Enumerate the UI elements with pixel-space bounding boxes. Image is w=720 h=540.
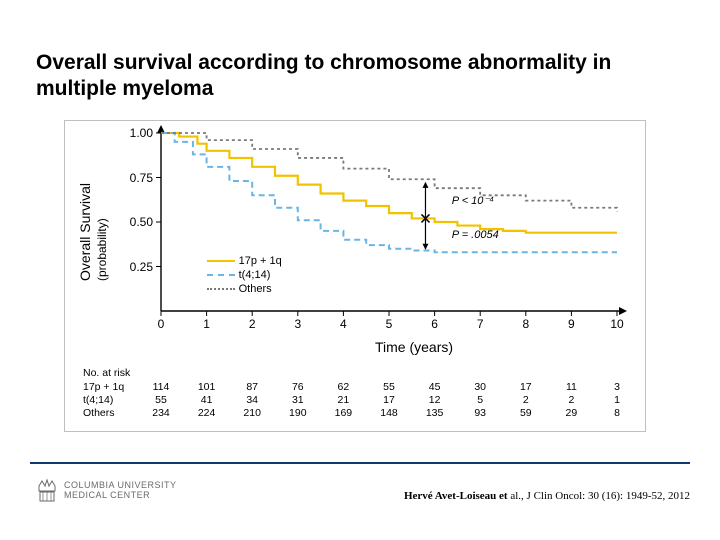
y-axis-label: Overall Survival (probability)	[77, 183, 109, 281]
x-tick-label: 5	[379, 317, 399, 331]
risk-cell: 3	[603, 381, 631, 393]
x-axis-label: Time (years)	[375, 339, 453, 355]
risk-cell: 114	[147, 381, 175, 393]
chart-legend: 17p + 1q t(4;14) Others	[207, 254, 282, 296]
y-tick-label: 0.25	[119, 260, 153, 274]
slide: Overall survival according to chromosome…	[0, 0, 720, 540]
risk-row-label: Others	[83, 407, 115, 419]
slide-title: Overall survival according to chromosome…	[36, 50, 676, 103]
x-tick-label: 3	[288, 317, 308, 331]
risk-cell: 135	[421, 407, 449, 419]
p-value-label: P < 10⁻⁴	[452, 194, 494, 207]
legend-label: 17p + 1q	[239, 255, 282, 267]
y-axis-label-sub: (probability)	[95, 218, 109, 281]
risk-cell: 55	[147, 394, 175, 406]
legend-item: 17p + 1q	[207, 254, 282, 268]
y-tick-label: 0.50	[119, 215, 153, 229]
risk-cell: 87	[238, 381, 266, 393]
institution-line2: MEDICAL CENTER	[64, 491, 177, 501]
risk-cell: 210	[238, 407, 266, 419]
legend-swatch	[207, 260, 235, 262]
y-tick-label: 1.00	[119, 126, 153, 140]
risk-cell: 1	[603, 394, 631, 406]
chart-container: Overall Survival (probability) Time (yea…	[64, 120, 646, 432]
risk-cell: 12	[421, 394, 449, 406]
x-tick-label: 2	[242, 317, 262, 331]
risk-cell: 30	[466, 381, 494, 393]
y-axis-label-main: Overall Survival	[77, 183, 93, 281]
x-tick-label: 6	[425, 317, 445, 331]
risk-row-label: 17p + 1q	[83, 381, 124, 393]
risk-cell: 2	[557, 394, 585, 406]
risk-cell: 93	[466, 407, 494, 419]
x-tick-label: 4	[333, 317, 353, 331]
risk-cell: 29	[557, 407, 585, 419]
risk-cell: 17	[375, 394, 403, 406]
risk-cell: 45	[421, 381, 449, 393]
x-tick-label: 8	[516, 317, 536, 331]
risk-cell: 62	[329, 381, 357, 393]
risk-cell: 59	[512, 407, 540, 419]
risk-cell: 17	[512, 381, 540, 393]
legend-swatch	[207, 288, 235, 290]
legend-swatch	[207, 274, 235, 276]
citation-rest: al., J Clin Oncol: 30 (16): 1949-52, 201…	[510, 490, 690, 502]
risk-cell: 2	[512, 394, 540, 406]
series-line	[161, 133, 617, 233]
risk-cell: 101	[193, 381, 221, 393]
risk-cell: 190	[284, 407, 312, 419]
series-line	[161, 133, 617, 211]
risk-cell: 5	[466, 394, 494, 406]
legend-label: Others	[239, 283, 272, 295]
risk-cell: 31	[284, 394, 312, 406]
risk-cell: 148	[375, 407, 403, 419]
risk-cell: 55	[375, 381, 403, 393]
risk-cell: 11	[557, 381, 585, 393]
x-tick-label: 0	[151, 317, 171, 331]
risk-cell: 169	[329, 407, 357, 419]
risk-cell: 8	[603, 407, 631, 419]
footer-divider	[30, 462, 690, 464]
x-tick-label: 1	[197, 317, 217, 331]
risk-cell: 41	[193, 394, 221, 406]
citation: Hervé Avet-Loiseau et al., J Clin Oncol:…	[404, 490, 690, 502]
risk-cell: 224	[193, 407, 221, 419]
p-value-label: P = .0054	[452, 229, 499, 241]
risk-cell: 234	[147, 407, 175, 419]
y-tick-label: 0.75	[119, 171, 153, 185]
x-tick-label: 10	[607, 317, 627, 331]
risk-table-header: No. at risk	[83, 367, 130, 379]
crown-icon	[36, 478, 58, 504]
legend-item: Others	[207, 282, 282, 296]
legend-label: t(4;14)	[239, 269, 271, 281]
x-tick-label: 7	[470, 317, 490, 331]
x-tick-label: 9	[561, 317, 581, 331]
risk-cell: 34	[238, 394, 266, 406]
risk-cell: 76	[284, 381, 312, 393]
risk-cell: 21	[329, 394, 357, 406]
legend-item: t(4;14)	[207, 268, 282, 282]
citation-author: Hervé Avet-Loiseau et	[404, 490, 510, 502]
institution-logo: COLUMBIA UNIVERSITY MEDICAL CENTER	[36, 478, 177, 504]
risk-row-label: t(4;14)	[83, 394, 113, 406]
